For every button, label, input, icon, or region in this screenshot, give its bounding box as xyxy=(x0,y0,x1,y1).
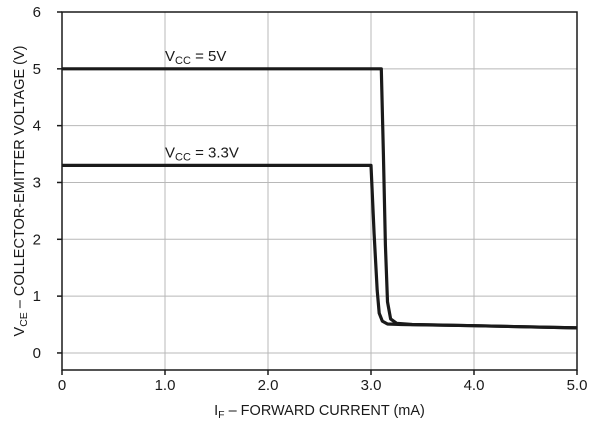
x-axis-title: IF – FORWARD CURRENT (mA) xyxy=(214,403,425,421)
series-lines xyxy=(62,67,578,330)
y-tick-label: 4 xyxy=(33,118,41,135)
x-tick-label: 3.0 xyxy=(361,377,382,394)
y-axis-title: VCE – COLLECTOR-EMITTER VOLTAGE (V) xyxy=(12,46,30,337)
series-line-2 xyxy=(62,163,578,330)
grid xyxy=(62,12,577,370)
series-labels: VCC = 5V VCC = 3.3V xyxy=(165,48,239,164)
x-axis-ticks: 0 1.0 2.0 3.0 4.0 5.0 xyxy=(58,370,588,394)
x-tick-label: 2.0 xyxy=(258,377,279,394)
y-tick-label: 1 xyxy=(33,288,41,305)
y-axis-ticks: 0 1 2 3 4 5 6 xyxy=(33,4,62,362)
y-tick-label: 5 xyxy=(33,61,41,78)
series-label: VCC = 3.3V xyxy=(165,144,239,163)
plot-area-frame xyxy=(61,11,578,371)
x-tick-label: 1.0 xyxy=(155,377,176,394)
series-line-1 xyxy=(62,67,578,330)
y-tick-label: 2 xyxy=(33,231,41,248)
y-tick-label: 0 xyxy=(33,345,41,362)
y-tick-label: 3 xyxy=(33,174,41,191)
x-tick-label: 5.0 xyxy=(567,377,588,394)
x-tick-label: 4.0 xyxy=(464,377,485,394)
series-label: VCC = 5V xyxy=(165,48,226,67)
x-tick-label: 0 xyxy=(58,377,66,394)
y-tick-label: 6 xyxy=(33,4,41,21)
